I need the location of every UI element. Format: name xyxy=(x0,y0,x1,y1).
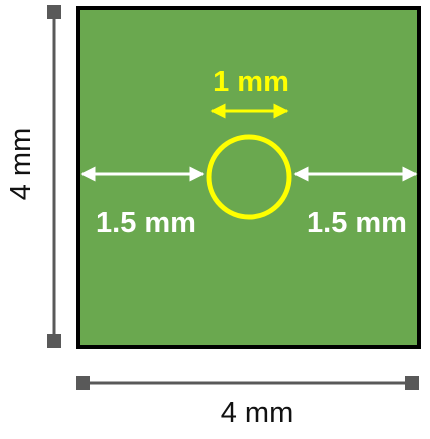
height-label: 4 mm xyxy=(5,128,37,201)
left-margin-label: 1.5 mm xyxy=(96,207,196,239)
width-label: 4 mm xyxy=(221,397,294,429)
hole-diameter-label: 1 mm xyxy=(213,66,289,98)
right-margin-label: 1.5 mm xyxy=(307,207,407,239)
green-square xyxy=(76,6,421,349)
height-dimension xyxy=(47,5,61,348)
width-dimension xyxy=(76,376,419,390)
hole-ring xyxy=(206,134,292,220)
